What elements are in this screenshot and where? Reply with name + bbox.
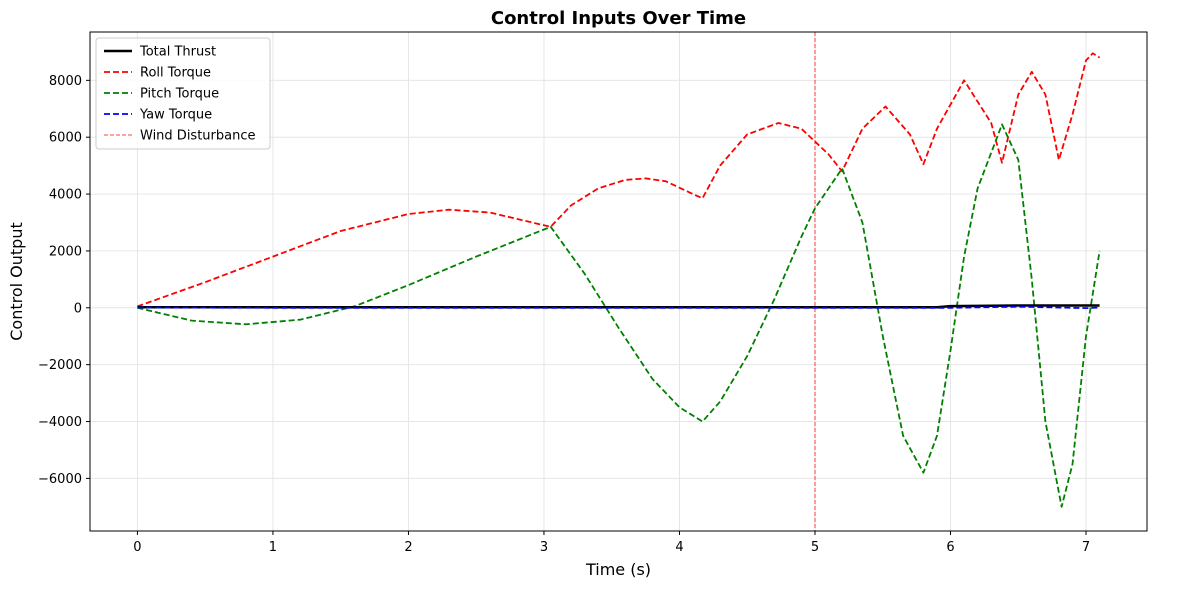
y-axis-label: Control Output — [7, 222, 26, 341]
plot-frame — [89, 31, 1148, 532]
x-tick-label: 4 — [675, 540, 683, 555]
x-tick-label: 6 — [946, 540, 954, 555]
legend-label: Yaw Torque — [139, 108, 212, 123]
x-tick-label: 2 — [404, 540, 412, 555]
x-tick-label: 3 — [540, 540, 548, 555]
series-line-roll-torque — [137, 52, 1101, 308]
y-tick-label: −2000 — [38, 358, 82, 373]
tick-layer: 0 1 2 3 4 5 6 7 −6000 −4000 −2000 0 2000 4000 6000 8000 — [38, 74, 1090, 555]
y-tick-label: 0 — [74, 301, 82, 316]
x-axis-label: Time (s) — [585, 560, 651, 579]
legend-label: Roll Torque — [140, 66, 211, 81]
series-line-pitch-torque — [137, 123, 1101, 508]
legend-box — [95, 37, 271, 150]
y-tick-label: 6000 — [49, 131, 82, 146]
y-tick-label: 8000 — [49, 74, 82, 89]
y-tick-label: 4000 — [49, 188, 82, 203]
legend-label: Total Thrust — [139, 45, 216, 60]
x-tick-label: 7 — [1082, 540, 1090, 555]
y-tick-label: 2000 — [49, 244, 82, 259]
y-tick-label: −6000 — [38, 472, 82, 487]
legend-label: Pitch Torque — [140, 87, 219, 102]
chart-title: Control Inputs Over Time — [491, 8, 746, 29]
y-tick-label: −4000 — [38, 415, 82, 430]
grid-layer — [90, 32, 1147, 531]
series-line-yaw-torque — [137, 305, 1100, 309]
legend: Total Thrust Roll Torque Pitch Torque Yaw T… — [95, 37, 271, 150]
x-tick-label: 5 — [811, 540, 819, 555]
legend-label: Wind Disturbance — [140, 129, 255, 144]
x-tick-label: 0 — [133, 540, 141, 555]
series-layer — [137, 52, 1101, 508]
x-tick-label: 1 — [269, 540, 277, 555]
